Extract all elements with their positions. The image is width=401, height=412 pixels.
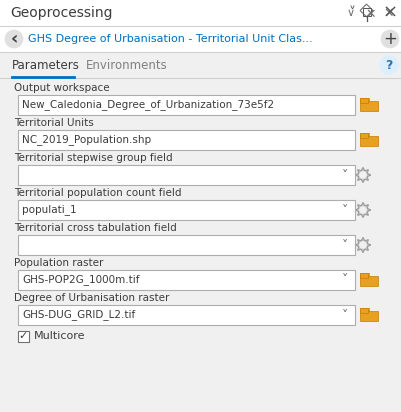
Bar: [359, 136, 377, 146]
Text: ?: ?: [384, 59, 392, 72]
Text: ˅: ˅: [341, 204, 347, 216]
Bar: [359, 4, 372, 17]
Bar: [359, 133, 366, 137]
Text: ˅: ˅: [348, 6, 354, 20]
Text: ˅: ˅: [341, 239, 347, 251]
Bar: [359, 273, 367, 278]
Text: Output workspace: Output workspace: [14, 83, 109, 93]
Circle shape: [358, 171, 366, 178]
Text: Territorial Units: Territorial Units: [14, 118, 93, 128]
Bar: [359, 276, 377, 286]
Circle shape: [380, 30, 398, 48]
Circle shape: [358, 241, 366, 248]
Text: GHS-DUG_GRID_L2.tif: GHS-DUG_GRID_L2.tif: [22, 309, 135, 321]
Polygon shape: [354, 203, 370, 218]
Text: ˅: ˅: [341, 309, 347, 321]
Text: ✓: ✓: [19, 331, 28, 341]
FancyBboxPatch shape: [18, 270, 354, 290]
Text: ˅: ˅: [341, 274, 347, 286]
Bar: [359, 273, 366, 277]
Text: Geoprocessing: Geoprocessing: [10, 6, 112, 20]
FancyArrow shape: [366, 273, 369, 277]
Text: Parameters: Parameters: [12, 59, 80, 72]
Text: +: +: [382, 30, 396, 48]
Text: GHS-POP2G_1000m.tif: GHS-POP2G_1000m.tif: [22, 274, 139, 286]
Polygon shape: [354, 237, 370, 253]
Bar: [359, 308, 367, 313]
FancyBboxPatch shape: [18, 200, 354, 220]
FancyBboxPatch shape: [18, 305, 354, 325]
Bar: [359, 311, 377, 321]
Bar: [0, 26, 401, 52]
FancyBboxPatch shape: [18, 130, 354, 150]
Bar: [362, 8, 370, 16]
Text: Environments: Environments: [86, 59, 167, 72]
Text: Degree of Urbanisation raster: Degree of Urbanisation raster: [14, 293, 169, 303]
Text: Population raster: Population raster: [14, 258, 103, 268]
Bar: [359, 133, 367, 138]
Circle shape: [358, 206, 366, 213]
Bar: [359, 101, 377, 111]
Circle shape: [5, 30, 23, 48]
Bar: [18, 330, 29, 342]
Bar: [359, 98, 367, 103]
Text: NC_2019_Population.shp: NC_2019_Population.shp: [22, 135, 151, 145]
Text: Territorial cross tabulation field: Territorial cross tabulation field: [14, 223, 176, 233]
FancyArrow shape: [366, 133, 369, 137]
FancyArrow shape: [366, 98, 369, 102]
Bar: [359, 98, 366, 102]
Circle shape: [379, 56, 397, 74]
Text: ✕: ✕: [365, 7, 375, 21]
Bar: [0, 0, 401, 26]
Text: ˅: ˅: [341, 169, 347, 182]
Text: Territorial population count field: Territorial population count field: [14, 188, 181, 198]
Text: Multicore: Multicore: [34, 331, 85, 341]
Text: populati_1: populati_1: [22, 204, 77, 215]
Text: ×: ×: [381, 4, 397, 22]
Bar: [359, 308, 366, 312]
Text: ‹: ‹: [10, 30, 18, 49]
Text: ✕: ✕: [383, 7, 393, 19]
FancyBboxPatch shape: [18, 165, 354, 185]
Polygon shape: [354, 168, 370, 183]
FancyBboxPatch shape: [18, 95, 354, 115]
Text: GHS Degree of Urbanisation - Territorial Unit Clas...: GHS Degree of Urbanisation - Territorial…: [28, 34, 312, 44]
FancyArrow shape: [366, 308, 369, 312]
Text: New_Caledonia_Degree_of_Urbanization_73e5f2: New_Caledonia_Degree_of_Urbanization_73e…: [22, 100, 273, 110]
FancyBboxPatch shape: [18, 235, 354, 255]
Bar: [0, 52, 401, 78]
Text: Territorial stepwise group field: Territorial stepwise group field: [14, 153, 172, 163]
Text: ∨: ∨: [346, 8, 354, 18]
